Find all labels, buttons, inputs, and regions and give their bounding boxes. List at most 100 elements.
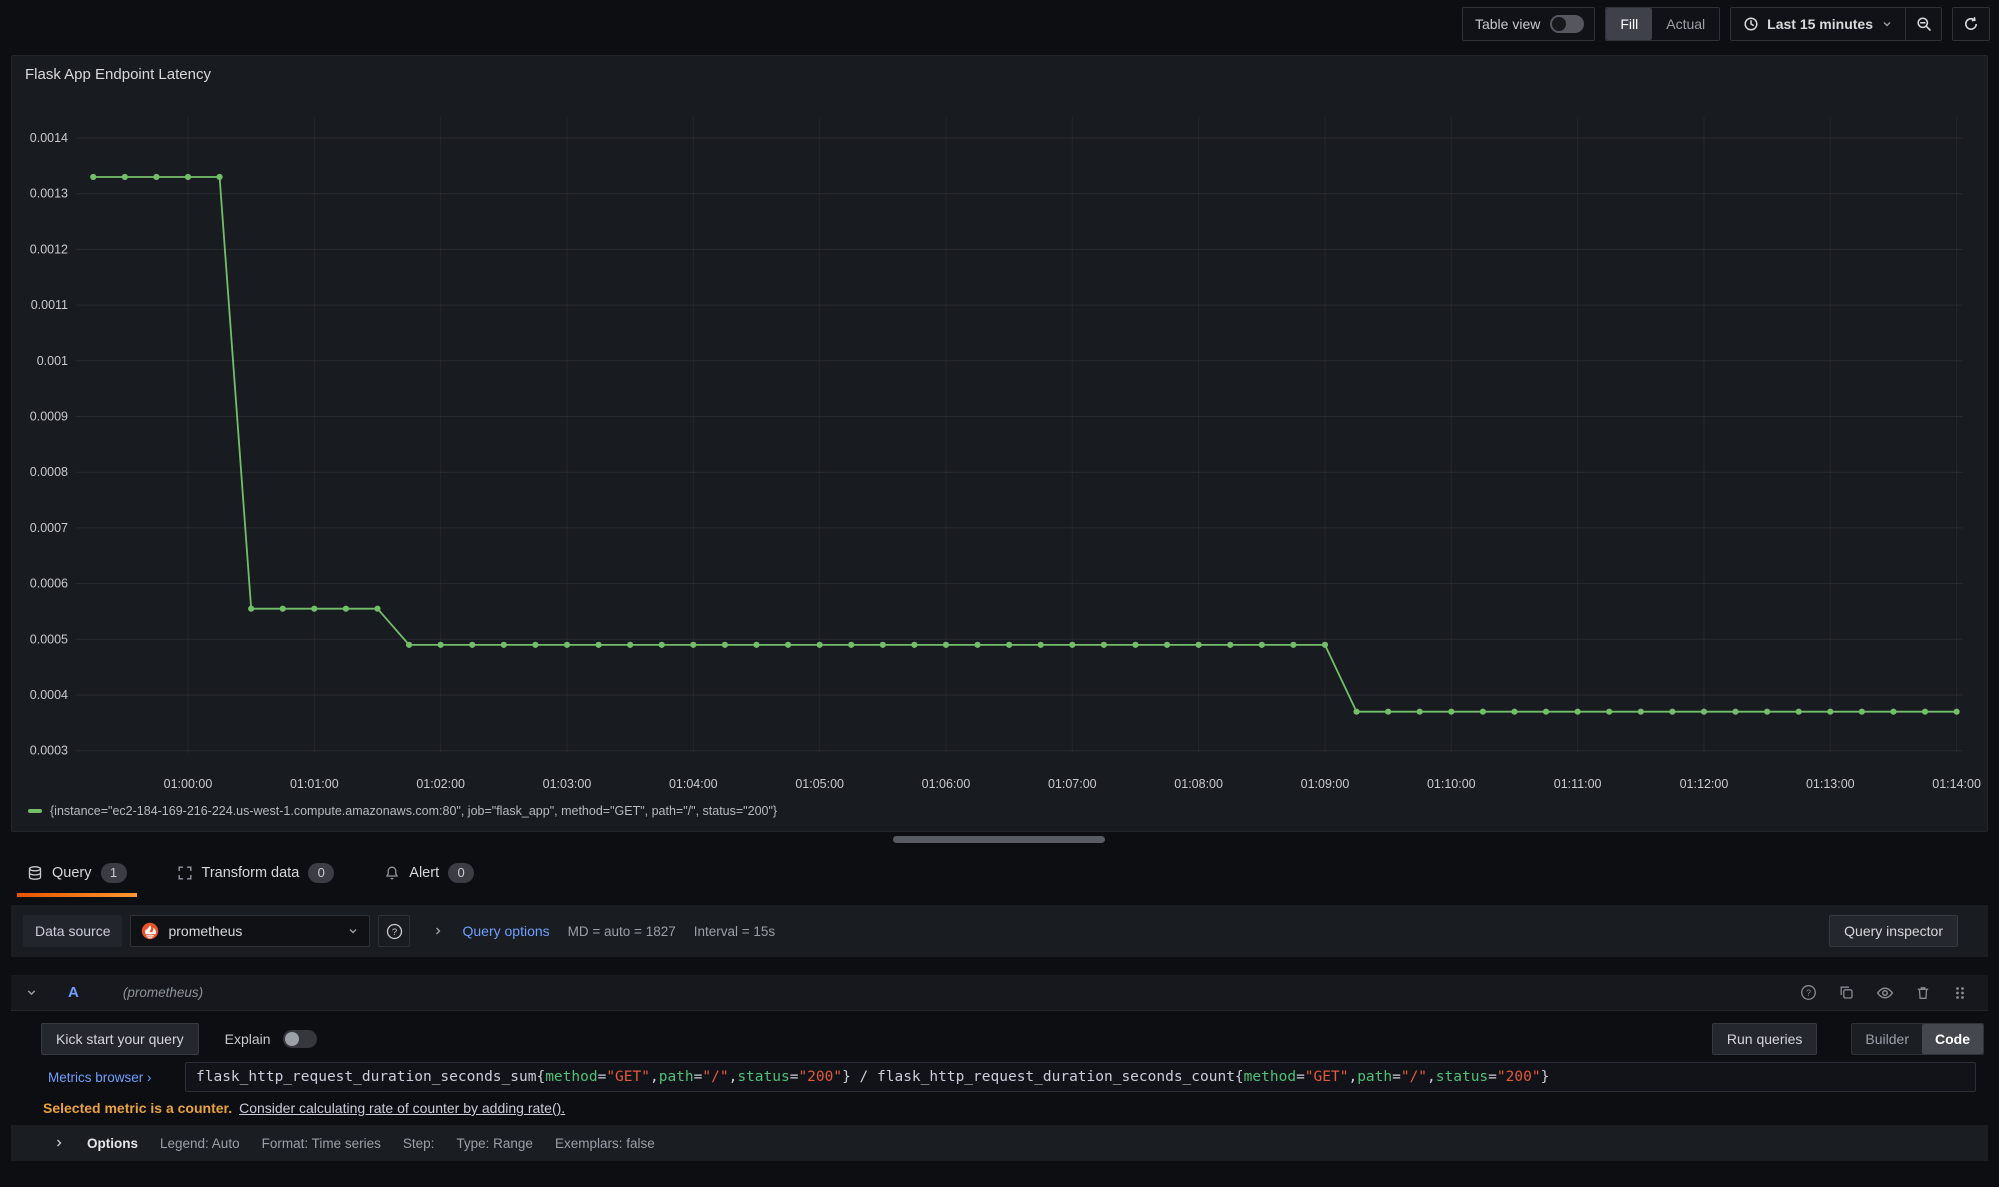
x-axis-tick-label: 01:02:00 <box>416 777 465 791</box>
query-option-summary: Step: <box>402 1135 435 1151</box>
tab-transform-data[interactable]: Transform data 0 <box>167 848 345 897</box>
explain-toggle[interactable] <box>282 1030 317 1048</box>
chart-area[interactable]: 0.0014 0.0013 0.0012 0.0011 0.001 0.0009 0.000… <box>12 91 1987 801</box>
svg-text:?: ? <box>1806 988 1811 998</box>
datasource-row: Data source prometheus ? Query options M… <box>11 905 1988 957</box>
editor-tabs: Query 1 Transform data 0 Alert 0 <box>11 848 1988 897</box>
code-button[interactable]: Code <box>1922 1024 1983 1054</box>
panel-title: Flask App Endpoint Latency <box>25 66 211 83</box>
y-axis-tick-label: 0.0006 <box>30 577 68 591</box>
refresh-button[interactable] <box>1953 8 1989 40</box>
query-options-bar[interactable]: Options Legend: Auto Format: Time series S… <box>11 1125 1988 1161</box>
metrics-browser-link[interactable]: Metrics browser › <box>48 1069 152 1085</box>
data-point <box>658 641 665 648</box>
time-range-button[interactable]: Last 15 minutes <box>1731 8 1905 40</box>
query-option-summary: Legend: Auto <box>160 1135 240 1151</box>
y-axis-tick-label: 0.0008 <box>30 465 68 479</box>
tab-transform-badge: 0 <box>308 862 335 883</box>
toggle-visibility-eye-icon[interactable] <box>1876 984 1894 1002</box>
kick-start-query-button[interactable]: Kick start your query <box>41 1023 199 1055</box>
promql-token: , <box>649 1069 659 1085</box>
data-point <box>1511 708 1518 715</box>
promql-token: path <box>658 1069 694 1085</box>
chart-axis-labels: 0.0014 0.0013 0.0012 0.0011 0.001 0.0009 0.000… <box>30 131 1981 791</box>
x-axis-tick-label: 01:14:00 <box>1932 777 1981 791</box>
table-view-group: Table view <box>1461 7 1596 41</box>
tab-alert[interactable]: Alert 0 <box>374 848 484 897</box>
chevron-right-icon[interactable] <box>53 1137 65 1149</box>
datasource-label: Data source <box>23 915 123 947</box>
collapse-chevron-icon[interactable] <box>25 986 38 999</box>
x-axis-tick-label: 01:10:00 <box>1427 777 1476 791</box>
svg-text:?: ? <box>392 927 397 938</box>
datasource-help-button[interactable]: ? <box>378 915 411 947</box>
data-point <box>1069 641 1076 648</box>
promql-input[interactable]: flask_http_request_duration_seconds_sum{… <box>185 1062 1976 1092</box>
data-point <box>1132 641 1139 648</box>
legend[interactable]: {instance="ec2-184-169-216-224.us-west-1… <box>28 804 777 818</box>
question-circle-icon: ? <box>386 923 403 939</box>
y-axis-tick-label: 0.0013 <box>30 187 68 201</box>
query-option-summary: Exemplars: false <box>554 1135 655 1151</box>
data-point <box>184 173 192 181</box>
promql-token: "/" <box>702 1069 729 1085</box>
top-toolbar: Table view Fill Actual Last 15 minutes <box>0 0 1999 48</box>
x-axis-tick-label: 01:09:00 <box>1301 777 1350 791</box>
y-axis-tick-label: 0.0014 <box>30 131 68 145</box>
data-point <box>1542 708 1550 715</box>
chevron-right-icon <box>436 927 441 935</box>
data-point <box>1258 641 1265 648</box>
tab-query[interactable]: Query 1 <box>17 848 137 897</box>
query-editor-row: Metrics browser › flask_http_request_dur… <box>11 1061 1988 1093</box>
y-axis-tick-label: 0.0012 <box>30 242 68 256</box>
data-point <box>1700 708 1708 715</box>
data-point <box>1795 708 1802 715</box>
drag-handle-icon[interactable] <box>1952 985 1968 1001</box>
data-point <box>1764 708 1771 715</box>
data-point <box>784 641 792 648</box>
data-point <box>342 605 350 612</box>
promql-token: , <box>728 1069 738 1085</box>
transform-icon <box>178 866 191 879</box>
data-point <box>1479 708 1486 715</box>
builder-code-switch: Builder Code <box>1851 1023 1984 1055</box>
fill-button[interactable]: Fill <box>1606 8 1653 40</box>
legend-series-dash <box>28 809 42 813</box>
promql-token: = <box>1392 1069 1401 1085</box>
query-options-label[interactable]: Query options <box>462 923 550 939</box>
query-inspector-button[interactable]: Query inspector <box>1829 915 1958 947</box>
datasource-select[interactable]: prometheus <box>130 915 371 947</box>
promql-token: = <box>789 1069 799 1085</box>
zoom-out-button[interactable] <box>1905 8 1941 40</box>
query-help-icon[interactable]: ? <box>1800 984 1817 1001</box>
data-point <box>121 173 128 181</box>
chevron-down-icon <box>1883 22 1891 27</box>
x-axis-tick-label: 01:06:00 <box>922 777 971 791</box>
builder-button[interactable]: Builder <box>1865 1031 1909 1047</box>
pane-resize-handle[interactable] <box>893 836 1105 843</box>
actual-button[interactable]: Actual <box>1666 16 1706 32</box>
table-view-label: Table view <box>1474 16 1541 32</box>
warning-hint-link[interactable]: Consider calculating rate of counter by … <box>239 1100 566 1116</box>
duplicate-query-icon[interactable] <box>1838 984 1855 1001</box>
data-point <box>942 641 950 648</box>
tab-alert-label: Alert <box>409 864 440 881</box>
warning-text: Selected metric is a counter. <box>43 1100 233 1116</box>
data-point <box>1353 708 1360 715</box>
data-point <box>1890 708 1897 715</box>
remove-query-trash-icon[interactable] <box>1915 985 1931 1001</box>
query-options-summary[interactable]: Query options MD = auto = 1827 Interval … <box>432 923 775 939</box>
run-queries-button[interactable]: Run queries <box>1711 1023 1818 1055</box>
data-point <box>1953 708 1960 715</box>
table-view-toggle[interactable] <box>1550 15 1585 33</box>
data-point <box>90 173 97 181</box>
y-axis-tick-label: 0.0004 <box>30 688 68 702</box>
data-point <box>469 641 476 648</box>
promql-token: status <box>1435 1069 1489 1085</box>
data-point <box>248 605 255 612</box>
data-point <box>500 641 507 648</box>
query-row-header[interactable]: A (prometheus) ? <box>11 975 1988 1011</box>
data-point <box>1163 641 1171 648</box>
prometheus-icon <box>142 922 159 940</box>
interval-text: Interval = 15s <box>693 923 776 939</box>
